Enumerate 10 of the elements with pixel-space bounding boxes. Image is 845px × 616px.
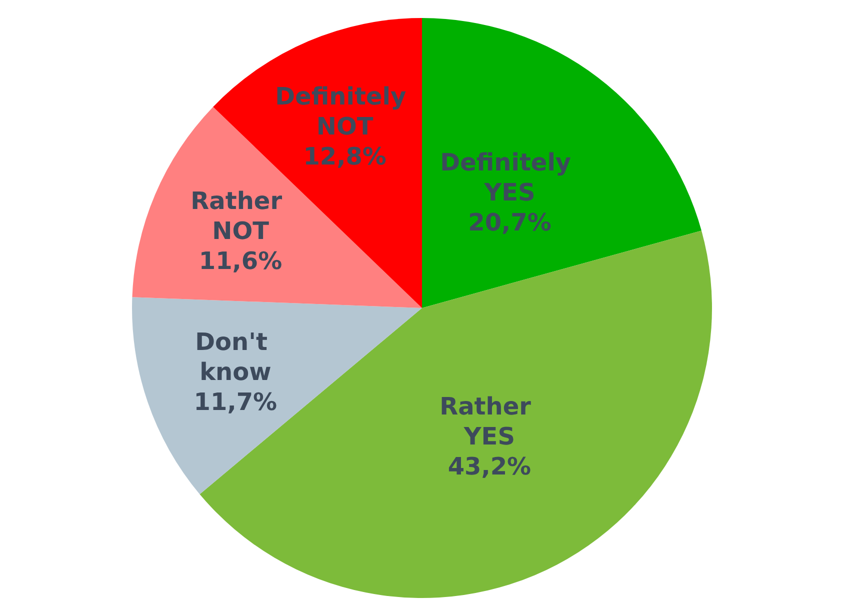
slice-label: Rather NOT bbox=[190, 186, 290, 245]
data-label: 12,8% bbox=[303, 142, 386, 171]
data-label: 43,2% bbox=[448, 452, 532, 480]
slice-label: Definitely NOT bbox=[275, 82, 414, 141]
data-label: 11,6% bbox=[198, 246, 282, 275]
slice-label: Definitely YES bbox=[440, 148, 580, 207]
slice-label: Don't know bbox=[195, 328, 276, 386]
data-label: 11,7% bbox=[194, 388, 278, 416]
data-label: 20,7% bbox=[468, 208, 552, 237]
slice-label: Rather YES bbox=[440, 392, 540, 450]
